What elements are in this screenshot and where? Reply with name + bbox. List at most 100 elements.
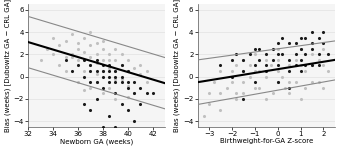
Point <box>309 81 315 83</box>
Point <box>82 103 87 106</box>
Point <box>75 59 81 61</box>
Point <box>257 59 262 61</box>
Point <box>298 59 303 61</box>
Point <box>241 70 246 72</box>
Point <box>241 98 246 100</box>
Point <box>88 44 93 47</box>
Point <box>125 70 131 72</box>
Point <box>229 81 235 83</box>
Point <box>75 81 81 83</box>
Point <box>286 92 292 94</box>
Point <box>100 70 106 72</box>
Point <box>252 70 258 72</box>
Point <box>309 31 315 33</box>
Point <box>282 87 287 89</box>
Point <box>88 64 93 67</box>
Point <box>100 126 106 128</box>
Point <box>286 87 292 89</box>
Point <box>218 64 223 67</box>
Point <box>94 81 99 83</box>
Point <box>144 92 149 94</box>
Point <box>94 98 99 100</box>
Point <box>218 92 223 94</box>
Point <box>293 64 299 67</box>
Point <box>252 87 258 89</box>
Point <box>275 53 280 56</box>
Point <box>275 81 280 83</box>
Point <box>302 70 308 72</box>
Point <box>125 87 131 89</box>
Point <box>51 36 56 39</box>
Point <box>113 92 118 94</box>
Point <box>234 53 239 56</box>
Point <box>241 59 246 61</box>
Point <box>229 70 235 72</box>
Point <box>321 48 326 50</box>
Point <box>106 81 112 83</box>
Point <box>241 92 246 94</box>
Point <box>100 75 106 78</box>
Point <box>106 59 112 61</box>
Point <box>88 55 93 58</box>
Point <box>257 48 262 50</box>
Point <box>321 64 326 67</box>
Point <box>125 96 131 98</box>
Point <box>234 64 239 67</box>
Point <box>275 48 280 50</box>
Point <box>88 64 93 67</box>
Point <box>275 70 280 72</box>
X-axis label: Newborn GA (weeks): Newborn GA (weeks) <box>60 138 133 145</box>
Point <box>234 98 239 100</box>
Point <box>106 114 112 117</box>
Point <box>241 59 246 61</box>
Point <box>100 64 106 67</box>
Point <box>57 64 62 67</box>
Point <box>94 42 99 44</box>
Point <box>113 70 118 72</box>
Point <box>206 92 212 94</box>
Point <box>119 78 124 80</box>
Point <box>293 42 299 44</box>
Point <box>286 42 292 44</box>
Point <box>94 70 99 72</box>
Point <box>82 89 87 91</box>
Point <box>119 64 124 67</box>
Point <box>100 48 106 50</box>
Point <box>316 53 321 56</box>
Point <box>100 92 106 94</box>
Point <box>286 81 292 83</box>
Point <box>106 75 112 78</box>
Point <box>82 75 87 78</box>
Point <box>263 75 269 78</box>
Point <box>280 53 285 56</box>
Point <box>113 98 118 100</box>
Point <box>106 70 112 72</box>
Point <box>69 70 75 72</box>
Point <box>298 98 303 100</box>
Point <box>113 81 118 83</box>
Point <box>44 48 49 50</box>
Point <box>100 70 106 72</box>
Point <box>82 36 87 39</box>
Point <box>138 73 143 76</box>
Point <box>132 92 137 94</box>
Point <box>106 53 112 56</box>
Point <box>252 53 258 56</box>
Point <box>293 53 299 56</box>
Point <box>119 75 124 78</box>
Point <box>206 103 212 106</box>
Point <box>286 70 292 72</box>
Point <box>298 36 303 39</box>
Point <box>280 75 285 78</box>
Point <box>275 81 280 83</box>
Point <box>113 126 118 128</box>
Point <box>316 81 321 83</box>
Point <box>202 114 207 117</box>
Point <box>309 42 315 44</box>
Point <box>298 70 303 72</box>
Point <box>88 87 93 89</box>
Point <box>106 64 112 67</box>
Point <box>257 87 262 89</box>
Point <box>38 59 43 61</box>
Point <box>302 36 308 39</box>
